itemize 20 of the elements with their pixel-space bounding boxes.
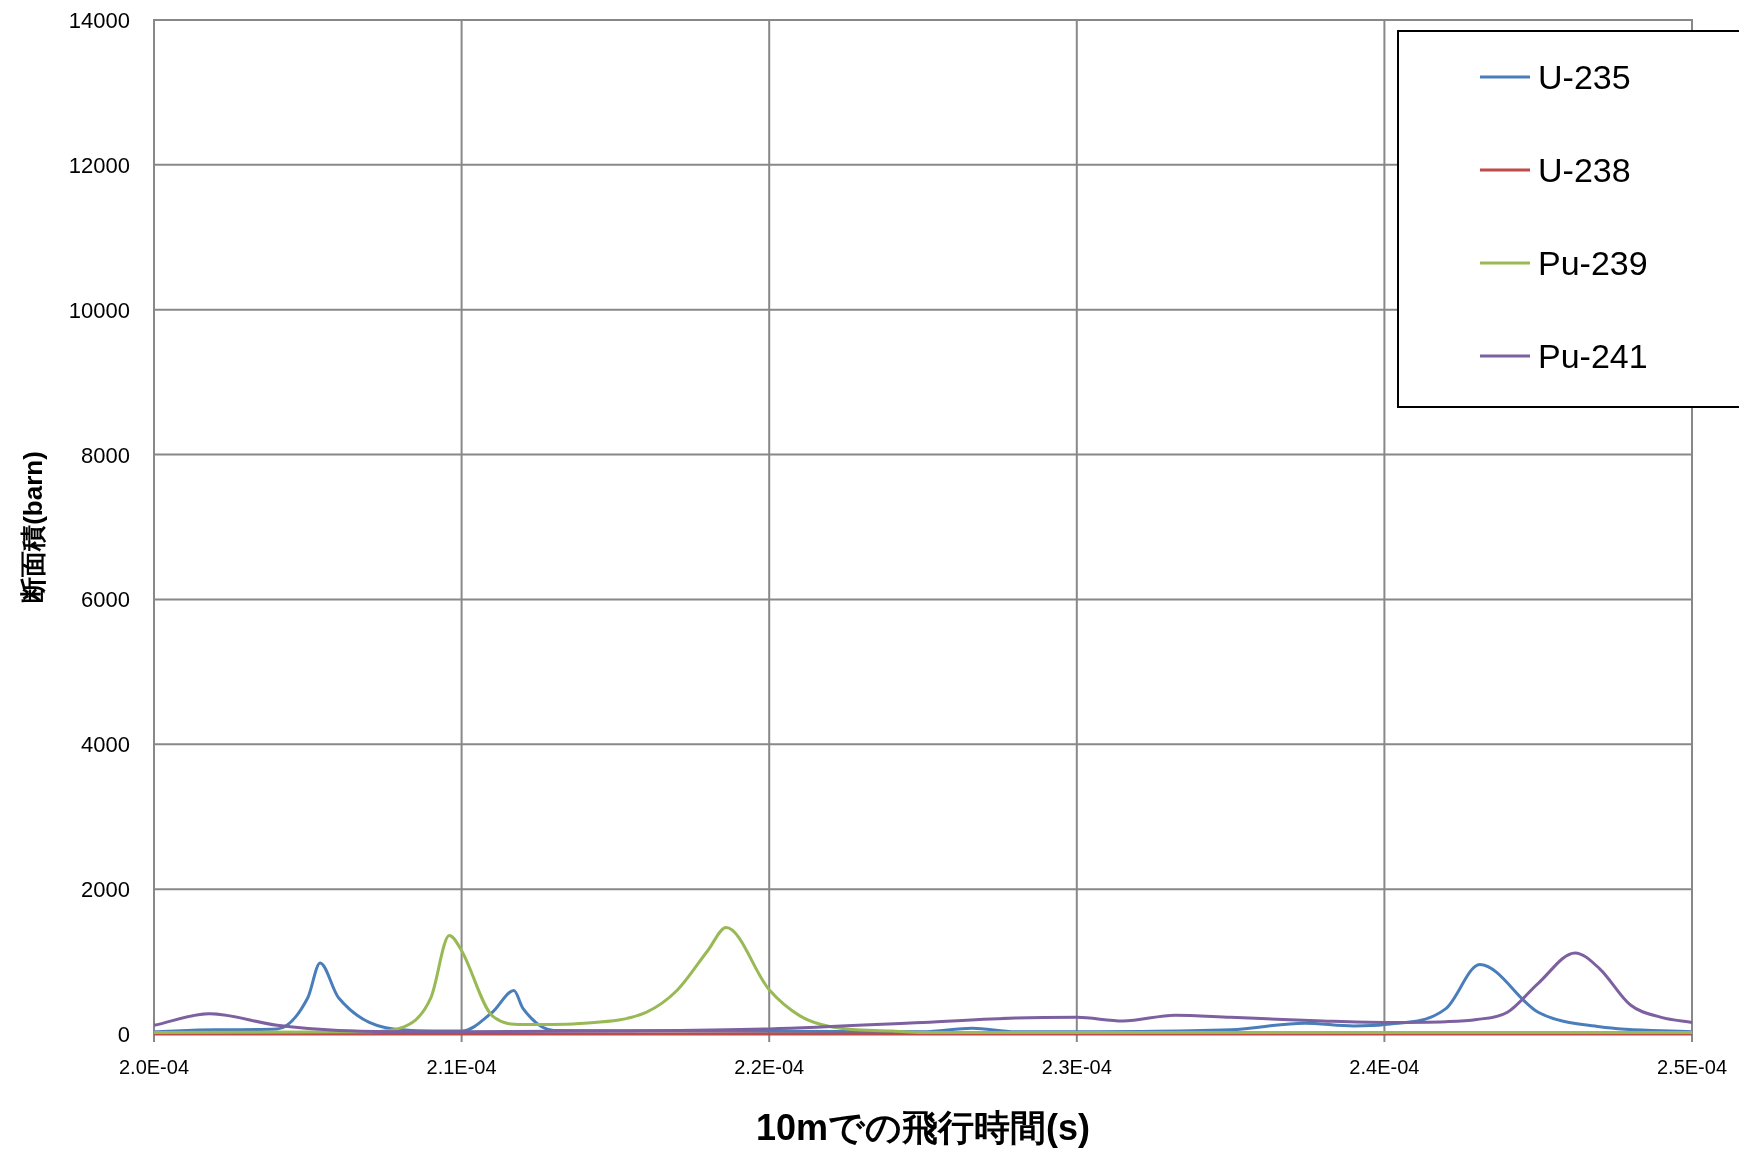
x-tick-label: 2.2E-04 bbox=[734, 1056, 805, 1078]
y-axis-title: 断面積(barn) bbox=[18, 451, 48, 603]
legend-label: Pu-239 bbox=[1538, 244, 1648, 282]
x-tick-label: 2.3E-04 bbox=[1041, 1056, 1112, 1078]
x-axis-title: 10mでの飛行時間(s) bbox=[755, 1107, 1091, 1148]
y-tick-label: 4000 bbox=[81, 732, 130, 758]
x-tick-label: 2.0E-04 bbox=[118, 1056, 190, 1078]
legend-label: U-235 bbox=[1538, 58, 1631, 96]
legend-label: Pu-241 bbox=[1538, 337, 1648, 375]
y-tick-label: 12000 bbox=[68, 152, 130, 178]
legend-label: U-238 bbox=[1538, 151, 1631, 189]
y-tick-label: 0 bbox=[117, 1022, 130, 1047]
y-tick-label: 6000 bbox=[81, 587, 130, 613]
x-tick-label: 2.1E-04 bbox=[426, 1056, 497, 1078]
y-tick-label: 8000 bbox=[81, 442, 130, 468]
y-tick-label: 10000 bbox=[68, 297, 130, 323]
y-tick-label: 14000 bbox=[68, 8, 130, 33]
x-tick-label: 2.5E-04 bbox=[1656, 1056, 1728, 1078]
x-tick-label: 2.4E-04 bbox=[1349, 1056, 1420, 1078]
y-tick-label: 2000 bbox=[81, 877, 130, 903]
